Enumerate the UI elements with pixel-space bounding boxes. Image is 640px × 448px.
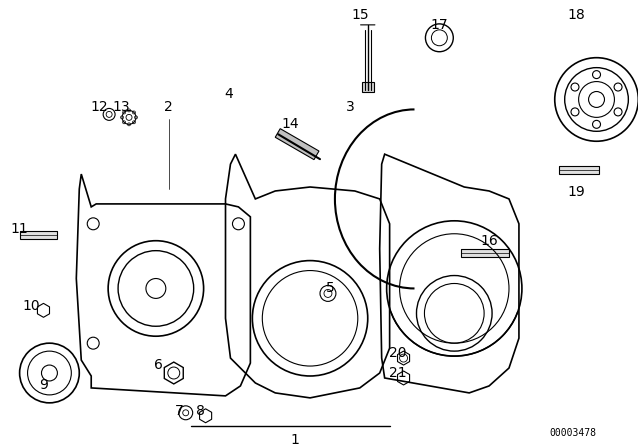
Text: 13: 13: [112, 100, 130, 114]
Text: 8: 8: [196, 404, 205, 418]
Text: 2: 2: [164, 100, 173, 114]
Text: 6: 6: [154, 358, 163, 372]
Bar: [275, 129, 319, 159]
Text: 17: 17: [431, 18, 448, 32]
Text: 5: 5: [326, 281, 334, 296]
Text: 9: 9: [39, 378, 48, 392]
Text: 10: 10: [23, 299, 40, 313]
Bar: [20, 231, 58, 239]
Text: 3: 3: [346, 100, 354, 114]
Text: 14: 14: [282, 117, 299, 131]
Bar: [362, 82, 374, 91]
Text: 21: 21: [388, 366, 406, 380]
Text: 16: 16: [480, 234, 498, 248]
Text: 11: 11: [11, 222, 28, 236]
Text: 1: 1: [291, 433, 300, 447]
Text: 18: 18: [568, 8, 586, 22]
Text: 19: 19: [568, 185, 586, 199]
Bar: [461, 249, 509, 257]
Bar: [559, 166, 598, 174]
Text: 20: 20: [389, 346, 406, 360]
Text: 00003478: 00003478: [550, 428, 596, 438]
Text: 15: 15: [351, 8, 369, 22]
Text: 7: 7: [174, 404, 183, 418]
Text: 4: 4: [224, 87, 233, 102]
Text: 12: 12: [90, 100, 108, 114]
